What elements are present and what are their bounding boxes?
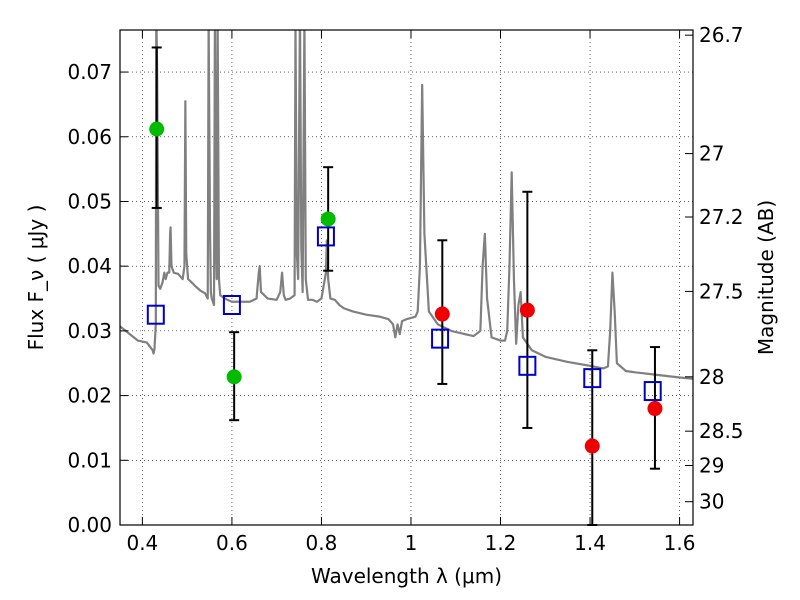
x-tick-label: 0.8 (306, 531, 338, 555)
y2-tick-label: 30 (699, 490, 724, 514)
model-flux-square (518, 355, 537, 376)
y-tick-label: 0.02 (67, 384, 112, 408)
plot-frame (119, 29, 694, 526)
x-tick-label: 1.6 (664, 531, 696, 555)
y2-tick-label: 27.5 (699, 279, 744, 303)
x-tick-label: 1.2 (485, 531, 517, 555)
y-tick-label: 0.06 (67, 125, 112, 149)
y2-tick-label: 26.7 (699, 23, 744, 47)
observed-flux-point (647, 401, 663, 417)
y-tick-label: 0.00 (67, 513, 112, 537)
x-tick-label: 0.6 (216, 531, 248, 555)
grid (120, 30, 693, 526)
x-axis-label: Wavelength λ (μm) (311, 564, 502, 588)
model-flux-square (316, 226, 335, 247)
observed-flux-point (519, 302, 535, 318)
y-tick-label: 0.01 (67, 448, 112, 472)
error-bars (151, 46, 660, 526)
observed-flux-point (226, 369, 242, 385)
y2-tick-labels: 26.7 27 27.2 27.5 28 28.5 29 30 (699, 23, 744, 514)
y-tick-label: 0.05 (67, 189, 112, 213)
observed-flux-point (149, 121, 165, 137)
y2-tick-label: 28.5 (699, 419, 744, 443)
y2-axis-label: Magnitude (AB) (754, 200, 778, 355)
y2-tick-label: 28 (699, 365, 724, 389)
y2-tick-label: 27.2 (699, 205, 744, 229)
model-flux-square (222, 295, 241, 315)
y-tick-label: 0.07 (67, 60, 112, 84)
x-tick-label: 0.4 (126, 531, 158, 555)
spectrum-line-series (120, 30, 693, 380)
model-flux-square (643, 381, 662, 402)
y2-tick-label: 27 (699, 142, 724, 166)
spectrum-line (120, 30, 693, 380)
x-tick-label: 1 (405, 531, 418, 555)
observed-flux-point (434, 306, 450, 322)
model-flux-square (583, 368, 602, 389)
model-flux-square (146, 304, 165, 325)
y-tick-labels: 0.00 0.01 0.02 0.03 0.04 0.05 0.06 0.07 (67, 60, 112, 537)
x-tick-labels: 0.4 0.6 0.8 1 1.2 1.4 1.6 (126, 531, 695, 555)
y-tick-label: 0.03 (67, 319, 112, 343)
observed-flux-point (320, 211, 336, 227)
y-tick-label: 0.04 (67, 254, 112, 278)
data-markers (146, 121, 663, 454)
model-flux-square (431, 328, 450, 349)
observed-flux-point (584, 438, 600, 454)
x-tick-label: 1.4 (574, 531, 606, 555)
y2-tick-label: 29 (699, 453, 724, 477)
y-axis-label: Flux F_ν ( μJy ) (24, 205, 48, 351)
axis-ticks (120, 30, 693, 526)
